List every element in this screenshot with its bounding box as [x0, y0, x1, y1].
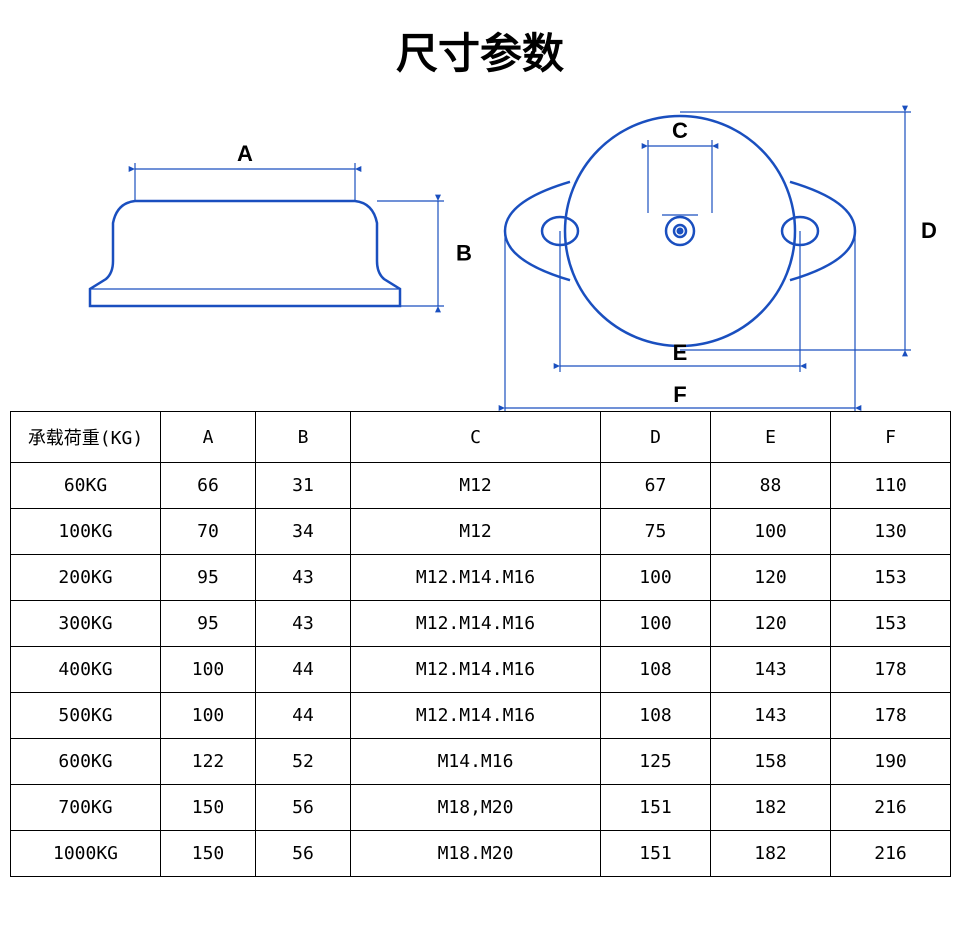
- table-cell: 67: [601, 463, 711, 509]
- svg-text:B: B: [456, 241, 472, 266]
- table-cell: M14.M16: [351, 739, 601, 785]
- table-row: 300KG9543M12.M14.M16100120153: [11, 601, 951, 647]
- col-a: A: [161, 412, 256, 463]
- table-cell: 120: [711, 555, 831, 601]
- table-cell: 158: [711, 739, 831, 785]
- table-cell: 216: [831, 831, 951, 877]
- table-cell: 110: [831, 463, 951, 509]
- table-cell: 130: [831, 509, 951, 555]
- diagram-area: A B C D EF: [0, 91, 960, 411]
- table-cell: 400KG: [11, 647, 161, 693]
- table-cell: 190: [831, 739, 951, 785]
- table-cell: 75: [601, 509, 711, 555]
- col-d: D: [601, 412, 711, 463]
- col-b: B: [256, 412, 351, 463]
- table-row: 200KG9543M12.M14.M16100120153: [11, 555, 951, 601]
- table-cell: 88: [711, 463, 831, 509]
- table-row: 400KG10044M12.M14.M16108143178: [11, 647, 951, 693]
- table-cell: 151: [601, 785, 711, 831]
- table-row: 60KG6631M126788110: [11, 463, 951, 509]
- table-cell: 31: [256, 463, 351, 509]
- table-cell: 300KG: [11, 601, 161, 647]
- table-cell: 95: [161, 601, 256, 647]
- table-cell: 182: [711, 831, 831, 877]
- table-cell: 125: [601, 739, 711, 785]
- table-cell: 44: [256, 693, 351, 739]
- table-cell: 178: [831, 647, 951, 693]
- table-cell: 70: [161, 509, 256, 555]
- table-row: 600KG12252M14.M16125158190: [11, 739, 951, 785]
- table-cell: 153: [831, 555, 951, 601]
- spec-table: 承载荷重(KG) A B C D E F 60KG6631M1267881101…: [10, 411, 951, 877]
- col-f: F: [831, 412, 951, 463]
- table-cell: 44: [256, 647, 351, 693]
- table-cell: M12.M14.M16: [351, 693, 601, 739]
- table-cell: 100: [601, 555, 711, 601]
- svg-text:D: D: [921, 218, 937, 243]
- table-cell: 600KG: [11, 739, 161, 785]
- table-cell: 216: [831, 785, 951, 831]
- table-cell: M18.M20: [351, 831, 601, 877]
- table-cell: 700KG: [11, 785, 161, 831]
- table-cell: 151: [601, 831, 711, 877]
- table-cell: 100: [161, 647, 256, 693]
- table-row: 700KG15056M18,M20151182216: [11, 785, 951, 831]
- table-cell: 143: [711, 693, 831, 739]
- page-title: 尺寸参数: [0, 20, 960, 81]
- table-cell: M12.M14.M16: [351, 601, 601, 647]
- col-load: 承载荷重(KG): [11, 412, 161, 463]
- dimension-diagram: A B C D EF: [0, 91, 960, 411]
- table-cell: 56: [256, 785, 351, 831]
- table-cell: 100: [161, 693, 256, 739]
- table-cell: 43: [256, 601, 351, 647]
- table-cell: M12: [351, 509, 601, 555]
- table-cell: 108: [601, 693, 711, 739]
- table-cell: 150: [161, 831, 256, 877]
- table-cell: 95: [161, 555, 256, 601]
- svg-text:E: E: [673, 340, 688, 365]
- table-header-row: 承载荷重(KG) A B C D E F: [11, 412, 951, 463]
- table-cell: 500KG: [11, 693, 161, 739]
- col-e: E: [711, 412, 831, 463]
- table-cell: 143: [711, 647, 831, 693]
- table-cell: 56: [256, 831, 351, 877]
- col-c: C: [351, 412, 601, 463]
- svg-text:A: A: [237, 141, 253, 166]
- table-cell: 120: [711, 601, 831, 647]
- table-cell: 153: [831, 601, 951, 647]
- table-cell: 100: [601, 601, 711, 647]
- table-cell: M12: [351, 463, 601, 509]
- table-cell: 182: [711, 785, 831, 831]
- table-cell: 122: [161, 739, 256, 785]
- table-cell: 178: [831, 693, 951, 739]
- table-row: 100KG7034M1275100130: [11, 509, 951, 555]
- table-cell: 52: [256, 739, 351, 785]
- table-cell: 100: [711, 509, 831, 555]
- svg-text:C: C: [672, 118, 688, 143]
- table-cell: M12.M14.M16: [351, 555, 601, 601]
- table-cell: 150: [161, 785, 256, 831]
- table-cell: 108: [601, 647, 711, 693]
- table-cell: M18,M20: [351, 785, 601, 831]
- table-cell: 1000KG: [11, 831, 161, 877]
- table-cell: 100KG: [11, 509, 161, 555]
- table-cell: 66: [161, 463, 256, 509]
- table-cell: M12.M14.M16: [351, 647, 601, 693]
- svg-text:F: F: [673, 382, 686, 407]
- table-row: 1000KG15056M18.M20151182216: [11, 831, 951, 877]
- table-cell: 60KG: [11, 463, 161, 509]
- table-row: 500KG10044M12.M14.M16108143178: [11, 693, 951, 739]
- table-cell: 43: [256, 555, 351, 601]
- table-cell: 200KG: [11, 555, 161, 601]
- table-cell: 34: [256, 509, 351, 555]
